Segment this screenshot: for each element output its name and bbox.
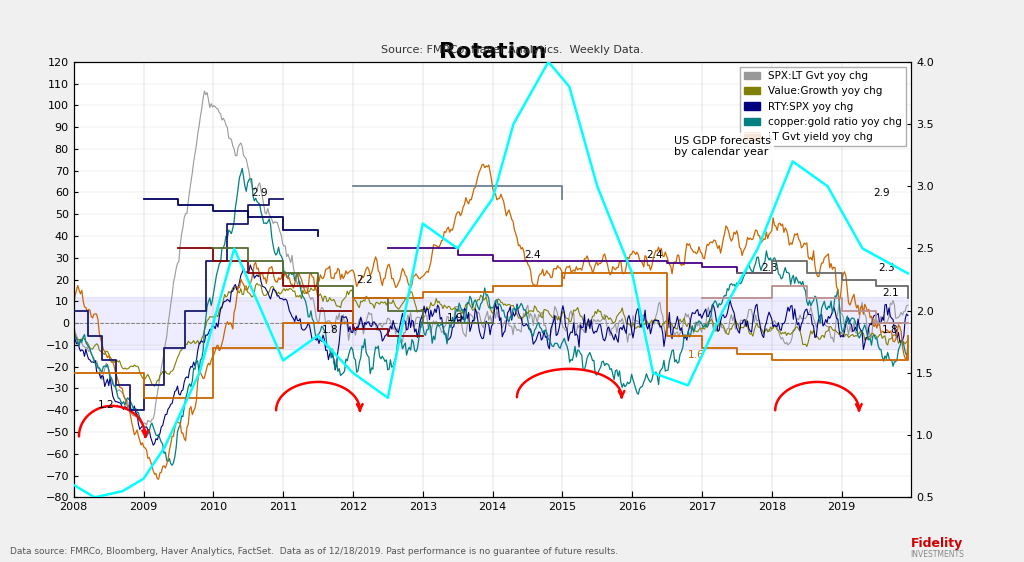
Text: 2.3: 2.3 [878,263,895,273]
Text: Fidelity: Fidelity [910,537,964,550]
Text: Data source: FMRCo, Bloomberg, Haver Analytics, FactSet.  Data as of 12/18/2019.: Data source: FMRCo, Bloomberg, Haver Ana… [10,547,618,556]
Text: 1.8: 1.8 [882,325,899,335]
Text: US GDP forecasts
by calendar year: US GDP forecasts by calendar year [674,135,771,157]
Legend: SPX:LT Gvt yoy chg, Value:Growth yoy chg, RTY:SPX yoy chg, copper:gold ratio yoy: SPX:LT Gvt yoy chg, Value:Growth yoy chg… [740,67,906,146]
Title: Rotation: Rotation [439,42,546,62]
Text: INVESTMENTS: INVESTMENTS [910,550,964,559]
Text: 2.9: 2.9 [873,188,890,198]
Text: 2.3: 2.3 [761,263,778,273]
Text: 2.4: 2.4 [524,251,541,260]
Text: 2.2: 2.2 [356,275,373,285]
Text: 1.6: 1.6 [688,350,705,360]
Text: 2.9: 2.9 [252,188,268,198]
Text: 1.8: 1.8 [322,325,338,335]
Text: 1.2: 1.2 [98,400,115,410]
Text: 2.1: 2.1 [882,288,899,298]
Text: 1.9: 1.9 [447,312,464,323]
Text: 2.4: 2.4 [646,251,663,260]
Text: Source: FMRCo, Haver Analytics.  Weekly Data.: Source: FMRCo, Haver Analytics. Weekly D… [381,45,643,55]
